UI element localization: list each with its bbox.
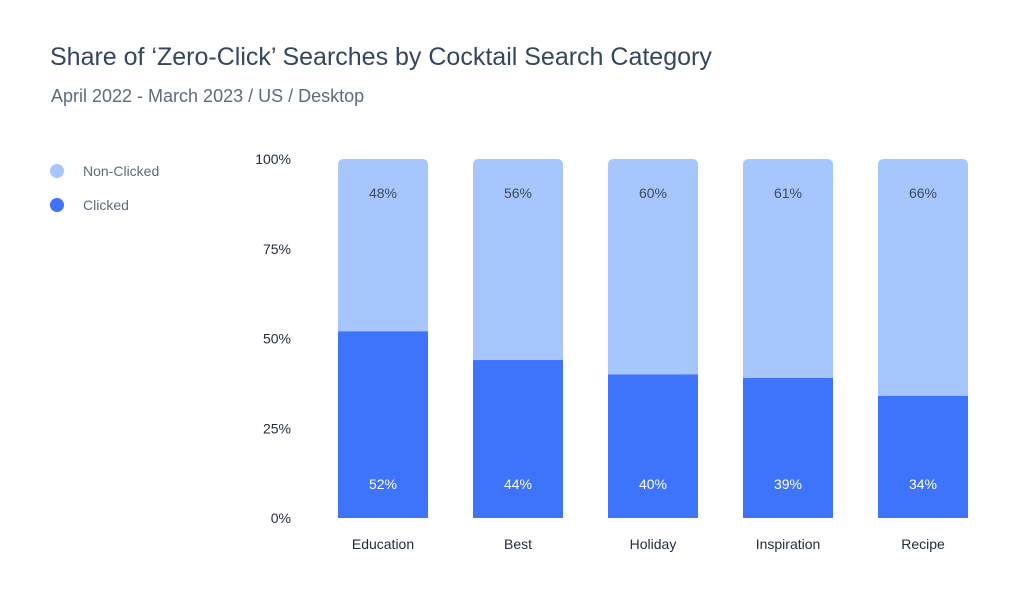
data-label-clicked: 52% xyxy=(369,476,397,492)
x-category-label: Inspiration xyxy=(756,536,821,552)
legend: Non-Clicked Clicked xyxy=(50,160,159,228)
y-tick-label: 25% xyxy=(263,420,291,436)
data-label-clicked: 39% xyxy=(774,476,802,492)
y-tick-label: 75% xyxy=(263,241,291,257)
y-tick-label: 100% xyxy=(255,151,291,167)
data-label-clicked: 40% xyxy=(639,476,667,492)
data-label-non-clicked: 48% xyxy=(369,185,397,201)
y-tick-label: 0% xyxy=(271,510,291,526)
data-label-clicked: 34% xyxy=(909,476,937,492)
x-category-label: Education xyxy=(352,536,414,552)
chart-title: Share of ‘Zero-Click’ Searches by Cockta… xyxy=(50,43,712,71)
data-label-non-clicked: 61% xyxy=(774,185,802,201)
data-label-non-clicked: 60% xyxy=(639,185,667,201)
legend-label-clicked: Clicked xyxy=(83,197,129,213)
legend-item-non-clicked: Non-Clicked xyxy=(50,160,159,182)
bar-segment-clicked xyxy=(608,374,698,518)
bar-segment-non-clicked xyxy=(743,159,833,378)
legend-item-clicked: Clicked xyxy=(50,194,159,216)
chart-subtitle: April 2022 - March 2023 / US / Desktop xyxy=(51,86,365,106)
x-category-label: Holiday xyxy=(630,536,677,552)
data-label-non-clicked: 66% xyxy=(909,185,937,201)
x-category-label: Best xyxy=(504,536,532,552)
bar-segment-non-clicked xyxy=(878,159,968,396)
y-tick-label: 50% xyxy=(263,331,291,347)
data-label-clicked: 44% xyxy=(504,476,532,492)
bar-segment-clicked xyxy=(743,377,833,518)
legend-swatch-non-clicked xyxy=(50,164,64,178)
bar-segment-clicked xyxy=(338,331,428,518)
bar-segment-clicked xyxy=(878,395,968,518)
x-category-label: Recipe xyxy=(901,536,945,552)
bar-segment-non-clicked xyxy=(608,159,698,375)
legend-label-non-clicked: Non-Clicked xyxy=(83,163,160,179)
bar-segment-non-clicked xyxy=(473,159,563,361)
data-label-non-clicked: 56% xyxy=(504,185,532,201)
legend-swatch-clicked xyxy=(50,198,64,212)
bar-segment-non-clicked xyxy=(338,159,428,332)
bar-segment-clicked xyxy=(473,360,563,518)
